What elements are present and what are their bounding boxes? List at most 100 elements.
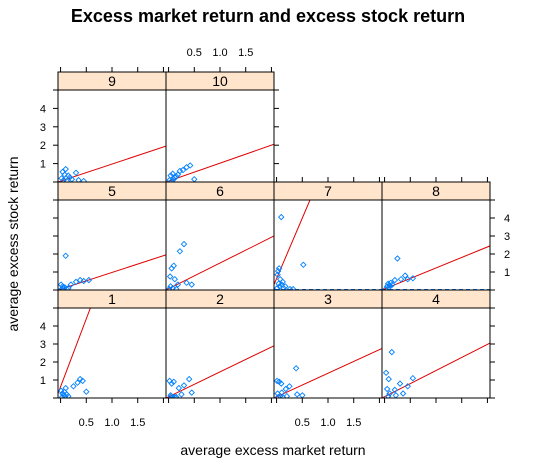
data-point (67, 281, 75, 288)
y-tick-label: 3 (504, 231, 510, 243)
data-point (176, 248, 184, 255)
data-point (174, 281, 182, 288)
fit-line (166, 345, 274, 398)
y-tick-label: 1 (40, 375, 46, 387)
data-point (180, 240, 188, 248)
y-tick-label: 3 (40, 122, 46, 134)
panel-5: 5 (57, 181, 167, 291)
panel-strip-label: 4 (432, 291, 440, 307)
data-point (185, 375, 193, 383)
panel-strip-label: 5 (108, 183, 116, 199)
data-point (171, 174, 178, 181)
panel-strip-label: 10 (212, 73, 228, 89)
data-point (299, 392, 306, 398)
data-point (171, 275, 178, 283)
panel-strip-label: 2 (216, 291, 224, 307)
panel-strip-label: 8 (432, 183, 440, 199)
x-tick-label: 1.5 (346, 417, 361, 429)
data-point (289, 285, 297, 290)
data-point (80, 277, 87, 285)
data-point (168, 177, 175, 182)
data-point (170, 262, 177, 269)
x-tick-label: 1.0 (104, 417, 119, 429)
panel-8: 8 (381, 181, 491, 291)
data-point (404, 275, 411, 283)
x-tick-label: 1.5 (130, 417, 145, 429)
fit-line (58, 145, 166, 182)
data-point (300, 261, 307, 269)
data-point (186, 162, 194, 169)
y-tick-label: 3 (40, 339, 46, 351)
panel-frame (57, 199, 167, 291)
data-point (394, 255, 401, 262)
data-point (166, 273, 174, 280)
data-point (76, 276, 84, 284)
data-point (279, 278, 286, 286)
data-point (292, 365, 300, 372)
data-point (72, 169, 80, 177)
data-point (399, 390, 407, 397)
data-point (188, 389, 195, 396)
data-point (75, 176, 82, 182)
data-point (391, 386, 399, 394)
data-point (169, 284, 176, 290)
data-point (391, 276, 399, 284)
data-point (275, 265, 283, 272)
x-tick-label: 1.0 (320, 417, 335, 429)
data-point (168, 380, 175, 387)
data-point (188, 281, 195, 288)
data-point (274, 393, 282, 398)
data-point (76, 375, 84, 383)
chart-title: Excess market return and excess stock re… (70, 6, 466, 26)
data-point (282, 385, 290, 393)
fit-line (58, 254, 166, 290)
panel-strip-label: 9 (108, 73, 116, 89)
data-point (61, 171, 68, 178)
panel-strip-label: 7 (324, 183, 332, 199)
panel-strip-label: 1 (108, 291, 116, 307)
data-point (401, 272, 409, 279)
fit-line (166, 235, 274, 290)
data-point (396, 380, 404, 387)
data-point (59, 284, 67, 290)
panel-10: 10 (165, 71, 275, 183)
panel-frame (57, 89, 167, 183)
data-point (65, 392, 72, 398)
data-point (63, 285, 70, 290)
data-point (388, 348, 396, 356)
data-point (180, 382, 188, 389)
data-point (62, 384, 69, 392)
data-point (175, 384, 183, 392)
data-point (178, 391, 185, 398)
x-tick-label: 0.5 (187, 47, 202, 59)
data-point (80, 177, 87, 182)
data-point (383, 385, 391, 393)
x-tick-label: 1.5 (238, 47, 253, 59)
data-point (62, 252, 69, 260)
data-point (274, 271, 281, 278)
data-point (277, 380, 285, 387)
panel-1: 1 (57, 289, 167, 399)
y-tick-label: 2 (40, 140, 46, 152)
y-tick-label: 4 (40, 103, 46, 115)
y-axis-label: average excess stock return (5, 156, 21, 331)
data-point (286, 383, 293, 390)
data-point (173, 393, 180, 398)
panel-2: 2 (165, 289, 275, 399)
data-point (173, 173, 180, 180)
y-tick-label: 4 (504, 213, 510, 225)
y-tick-label: 1 (40, 159, 46, 171)
data-point (397, 275, 405, 283)
y-tick-label: 2 (40, 357, 46, 369)
data-point (274, 284, 281, 290)
data-point (74, 379, 81, 386)
x-axis-label: average excess market return (180, 442, 365, 458)
data-point (385, 375, 392, 383)
data-point (382, 369, 390, 377)
data-point (167, 172, 174, 179)
data-point (170, 378, 177, 386)
fit-line (58, 308, 91, 394)
fit-line (166, 143, 274, 182)
data-point (409, 275, 417, 282)
